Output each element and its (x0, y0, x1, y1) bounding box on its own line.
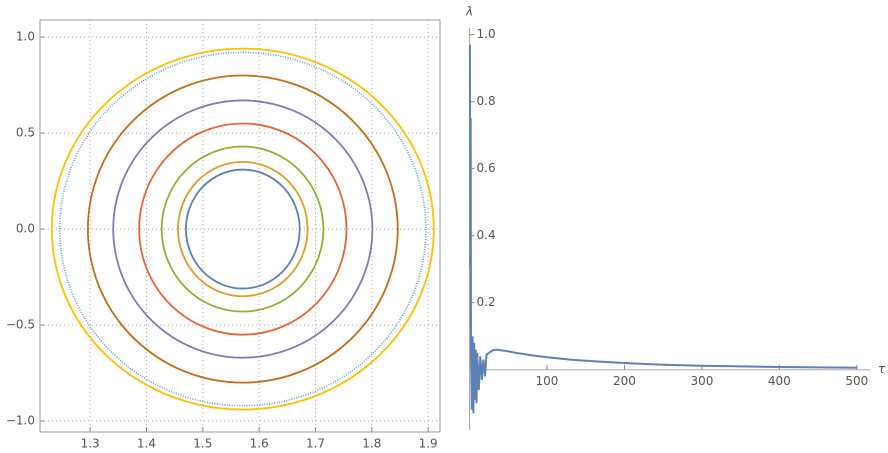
orbit (86, 74, 399, 384)
x-tick-label: 500 (845, 374, 868, 388)
y-tick-label: 0.5 (16, 126, 35, 140)
orbit (138, 122, 348, 336)
x-tick-label: 1.8 (362, 437, 381, 451)
plot-frame (39, 19, 441, 433)
y-tick-label: 0.8 (477, 94, 496, 108)
y-tick-label: 1.0 (16, 30, 35, 44)
x-tick-label: 1.4 (137, 437, 156, 451)
x-tick-label: 1.3 (81, 437, 100, 451)
x-tick-label: 400 (768, 374, 791, 388)
x-tick-label: 1.5 (193, 437, 212, 451)
orbit (112, 99, 374, 359)
orbit (177, 160, 309, 298)
y-tick-label: 0.2 (477, 295, 496, 309)
y-tick-label: −1.0 (6, 414, 35, 428)
orbit (160, 145, 325, 313)
x-tick-label: 200 (613, 374, 636, 388)
y-axis-label: λ (465, 5, 473, 19)
x-tick-label: 1.6 (250, 437, 269, 451)
x-tick-label: 100 (536, 374, 559, 388)
orbit (50, 47, 435, 411)
x-tick-label: 1.7 (306, 437, 325, 451)
x-axis-label: τ (878, 362, 886, 376)
orbit (185, 168, 301, 290)
y-tick-label: −0.5 (6, 318, 35, 332)
x-tick-label: 300 (690, 374, 713, 388)
y-tick-label: 0.4 (477, 228, 496, 242)
y-tick-label: 0.6 (477, 161, 496, 175)
y-tick-label: 0.0 (16, 222, 35, 236)
orbit (58, 51, 427, 407)
data-line (468, 44, 857, 414)
x-tick-label: 1.9 (419, 437, 438, 451)
y-tick-label: 1.0 (477, 27, 496, 41)
